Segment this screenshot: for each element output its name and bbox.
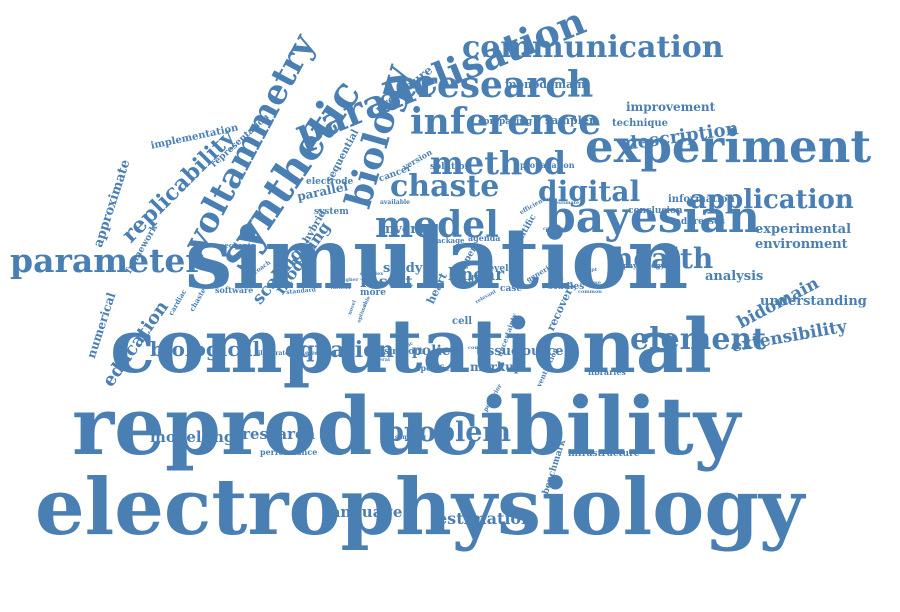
word-inverse: inverse: [380, 221, 433, 237]
word-application: application: [690, 184, 854, 215]
word-more: more: [360, 287, 386, 298]
word-system: system: [314, 206, 349, 217]
word-study: study: [383, 260, 423, 276]
word-linear: linear: [448, 264, 505, 285]
word-version: version: [400, 146, 434, 172]
word-estimate: estimate: [555, 200, 580, 207]
word-research: research: [242, 425, 316, 444]
word-monodomain: monodomain: [505, 78, 586, 92]
word-communication: communication: [462, 29, 724, 65]
word-eresearch: eresearch: [395, 63, 594, 106]
word-electrical: electrical: [305, 350, 337, 358]
word-policy: policy: [412, 343, 459, 360]
word-markup: markup: [470, 359, 523, 374]
word-common: common: [578, 289, 602, 296]
word-libraries: libraries: [588, 366, 626, 377]
word-reproducibility: reproducibility: [72, 378, 741, 473]
word-higher: higher: [340, 277, 359, 284]
word-equation: equation: [285, 336, 394, 363]
word-inference: inference: [410, 100, 602, 143]
word-range: range: [452, 265, 469, 272]
word-element: element: [630, 321, 767, 357]
word-package: package: [432, 235, 465, 245]
word-available: available: [380, 199, 410, 207]
word-analysis: analysis: [705, 268, 764, 284]
word-result: result: [360, 271, 413, 291]
word-addresses: addresses: [675, 216, 725, 227]
word-method: method: [430, 144, 566, 183]
word-various: various: [330, 285, 351, 292]
word-problem: problem: [385, 416, 511, 448]
word-sampler: sampler: [545, 114, 595, 128]
word-quality: quality: [362, 282, 382, 289]
word-context: context: [468, 345, 489, 352]
word-context: context: [365, 351, 386, 358]
word-performance: performance: [260, 446, 318, 457]
word-estimation: estimation: [437, 508, 533, 528]
word-electrode: electrode: [306, 176, 354, 187]
word-improvement: improvement: [626, 99, 716, 114]
word-digital: digital: [538, 175, 641, 209]
word-support: support: [384, 346, 424, 357]
word-modelling: modelling: [150, 428, 235, 447]
word-language: language: [325, 503, 403, 522]
word-source: source: [515, 343, 564, 359]
word-health: health: [613, 242, 714, 276]
word-constant: constant: [543, 226, 568, 233]
word-infrastructure: infrastructure: [568, 448, 640, 459]
word-cell: cell: [452, 316, 473, 328]
word-concept: concept: [575, 267, 598, 274]
word-experimental: experimental: [755, 221, 852, 237]
word-agenda: agenda: [468, 232, 501, 243]
word-conclusion: conclusion: [628, 205, 683, 216]
word-data: data: [468, 274, 491, 285]
word-tissue: tissue: [476, 343, 520, 359]
word-comparing: comparing: [478, 116, 533, 127]
word-several: several: [370, 357, 390, 364]
word-understanding: understanding: [760, 293, 867, 309]
word-information: information: [668, 194, 735, 206]
word-computational: computational: [110, 304, 712, 391]
word-propagation: propagation: [520, 159, 575, 170]
word-simulation: simulation: [185, 209, 689, 309]
word-environment: environment: [755, 236, 848, 252]
word-experiment: experiment: [585, 119, 872, 173]
word-parameter: parameter: [10, 241, 203, 281]
word-model: model: [375, 203, 499, 246]
word-specific: specific: [416, 362, 450, 373]
word-case: case: [500, 283, 523, 294]
word-electrophysiology: electrophysiology: [35, 462, 805, 554]
word-software: software: [215, 284, 254, 295]
word-mechanic: mechanic: [217, 240, 255, 250]
word-bayesian: bayesian: [545, 191, 760, 243]
word-studies: studies: [548, 281, 585, 292]
word-sampling: sampling: [395, 434, 426, 442]
word-biological: biological: [150, 337, 261, 362]
word-level: level: [485, 263, 509, 274]
word-illustrate: illustrate: [258, 350, 289, 358]
word-chaste: chaste: [390, 168, 500, 204]
word-analyse: analyse: [580, 280, 601, 287]
word-solution: solution: [430, 161, 472, 172]
word-complex: complex: [360, 271, 384, 278]
word-physiology: physiology: [623, 260, 665, 270]
word-technique: technique: [612, 118, 669, 130]
